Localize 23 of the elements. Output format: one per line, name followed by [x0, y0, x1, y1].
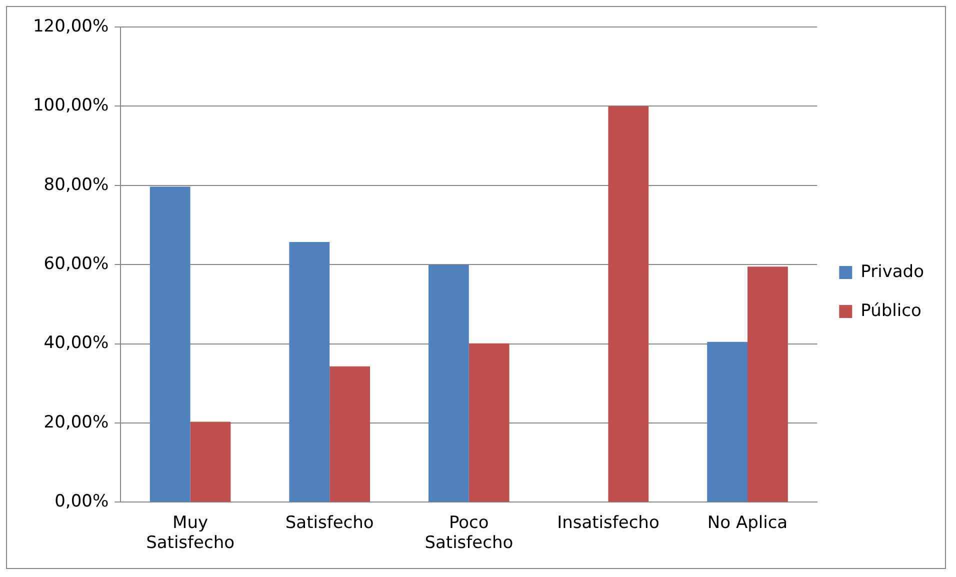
bar — [608, 106, 649, 502]
bar — [150, 186, 190, 502]
y-tick-label: 80,00% — [44, 174, 109, 195]
bar — [707, 342, 748, 502]
bar — [289, 242, 330, 502]
y-tick-label: 40,00% — [44, 333, 109, 354]
bar — [330, 366, 370, 502]
y-tick-label: 0,00% — [54, 492, 109, 512]
bar — [468, 343, 510, 502]
y-tick-label: 100,00% — [32, 96, 109, 116]
x-tick-label: Satisfecho — [285, 512, 374, 533]
y-tick-label: 120,00% — [32, 16, 109, 36]
y-tick-label: 20,00% — [44, 412, 109, 432]
x-tick-label: Insatisfecho — [557, 512, 660, 533]
bar — [190, 422, 231, 502]
y-tick-label: 60,00% — [44, 254, 109, 274]
x-tick-label: Poco Satisfecho — [424, 512, 514, 554]
bar — [748, 266, 788, 502]
x-tick-label: No Aplica — [707, 512, 788, 533]
legend-label: Público — [860, 300, 922, 321]
legend-label: Privado — [860, 262, 924, 282]
bar — [428, 264, 469, 502]
x-tick-label: Muy Satisfecho — [146, 512, 234, 554]
